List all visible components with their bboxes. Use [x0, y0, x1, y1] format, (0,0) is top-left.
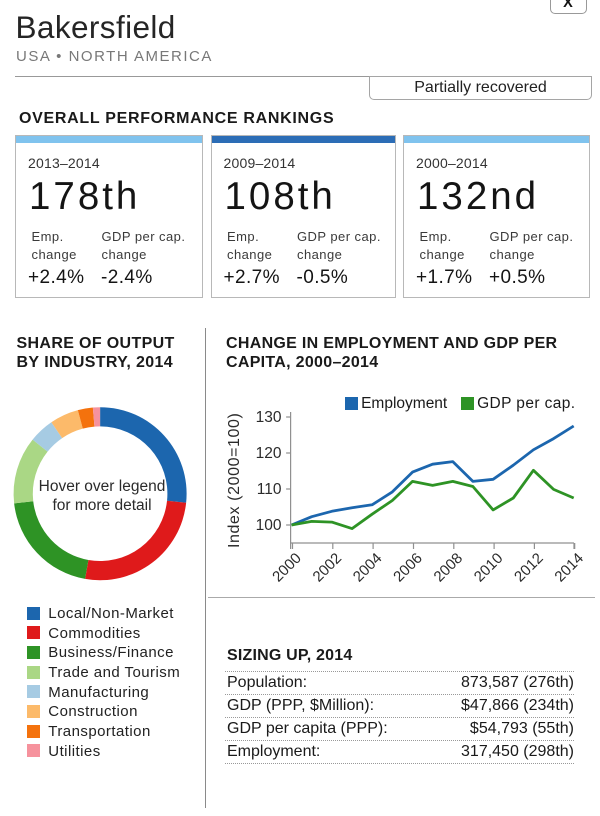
svg-text:2014: 2014	[551, 550, 587, 586]
svg-text:110: 110	[257, 481, 282, 498]
svg-text:120: 120	[256, 445, 282, 462]
svg-text:100: 100	[256, 517, 282, 534]
svg-text:2008: 2008	[431, 550, 467, 586]
svg-text:2006: 2006	[390, 550, 426, 586]
svg-text:2002: 2002	[310, 550, 346, 586]
svg-text:130: 130	[256, 409, 282, 426]
svg-text:2010: 2010	[471, 550, 507, 586]
svg-text:2012: 2012	[511, 550, 547, 586]
svg-text:2000: 2000	[269, 550, 305, 586]
svg-text:2004: 2004	[350, 550, 386, 586]
